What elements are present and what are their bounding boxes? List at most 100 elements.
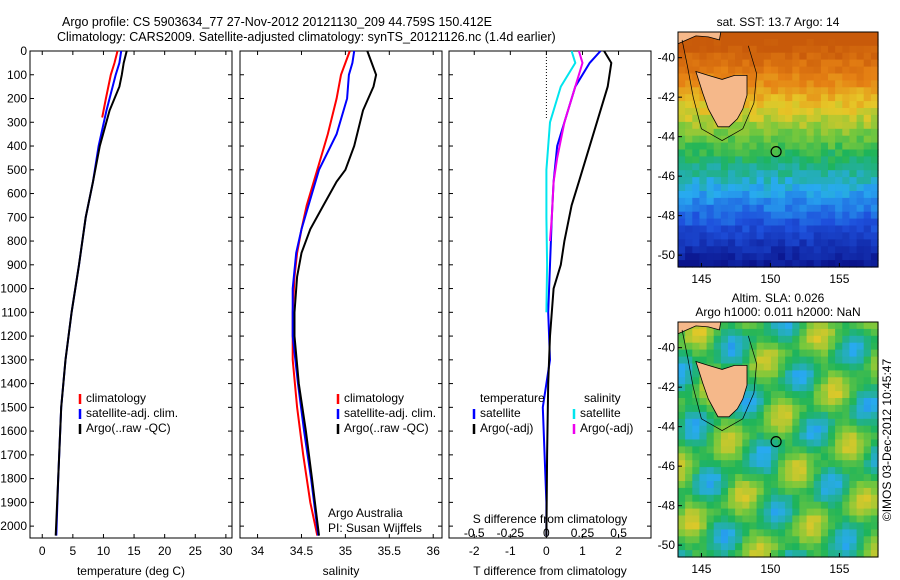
map-cell [728,481,736,489]
map-cell [842,474,850,482]
map-cell [720,163,729,171]
map-cell [770,211,779,220]
map-cell [870,432,879,441]
map-cell [778,481,786,489]
map-cell [763,80,772,88]
map-cell [792,135,800,144]
map-cell [828,494,836,503]
series-line-climatology [101,50,119,118]
map-cell [770,73,779,81]
map-cell [792,246,800,254]
map-cell [813,474,822,482]
map-cell [856,232,865,240]
map-cell [806,467,815,475]
map-cell [720,204,729,213]
map-cell [763,121,772,130]
map-cell [806,536,815,544]
map-cell [820,80,829,88]
map-cell [685,197,693,206]
map-cell [756,149,765,157]
map-cell [770,335,779,344]
map-cell [735,432,743,441]
map-cell [713,73,722,81]
map-cell [685,446,693,454]
map-cell [863,108,872,116]
map-cell [806,108,815,116]
map-cell [699,418,708,427]
map-cell [842,322,850,330]
map-cell [742,135,750,144]
map-cell [735,239,743,247]
map-cell [856,474,865,482]
map-cell [770,550,779,558]
map-cell [770,508,779,517]
map-cell [870,142,879,151]
map-cell [756,121,765,130]
map-cell [699,114,708,123]
map-cell [756,108,765,116]
map-sla [678,322,879,558]
map-cell [849,128,858,137]
map-cell [856,32,865,40]
map-cell [806,170,815,178]
map-cell [778,73,786,81]
map-cell [728,191,736,199]
map-cell [735,328,743,337]
map-cell [735,52,743,61]
map-cell [806,356,815,365]
map-cell [828,453,836,461]
series-line-satellite-adj-clim- [55,50,123,536]
map-cell [692,411,700,420]
map-cell [778,349,786,358]
map-cell [849,487,858,496]
map-cell [828,446,836,454]
map-cell [820,322,829,330]
map-cell [742,177,750,185]
map-cell [785,94,793,102]
map-cell [778,177,786,185]
map-cell [813,211,822,220]
map-cell [828,253,836,261]
map-cell [785,149,793,157]
map-cell [863,177,872,185]
map-cell [692,515,700,523]
map-cell [778,322,786,330]
map-cell [756,80,765,88]
map-cell [799,232,808,240]
map-cell [820,536,829,544]
map-cell [778,184,786,192]
map-cell [863,101,872,109]
map-cell [706,66,715,75]
x-tick-label: 35.5 [378,544,402,558]
map-cell [756,170,765,178]
map-cell [778,45,786,54]
map-cell [720,356,729,365]
map-cell [742,515,750,523]
map-cell [820,404,829,413]
map-cell [678,522,686,530]
x-axis-label: salinity [323,564,360,578]
map-cell [685,335,693,344]
map-cell [849,384,858,392]
map-cell [806,494,815,503]
map-cell [778,108,786,116]
map-cell [678,197,686,206]
map-cell [806,45,815,54]
map-cell [728,508,736,517]
map-cell [835,135,843,144]
map-cell [678,94,686,102]
map-cell [770,328,779,337]
map-cell [792,108,800,116]
map-cell [706,246,715,254]
map-cell [685,349,693,358]
map-cell [685,474,693,482]
map-cell [678,184,686,192]
map-cell [820,474,829,482]
x-tick-label: 2 [615,544,622,558]
map-cell [863,501,872,510]
map-cell [685,114,693,123]
map-cell [799,66,808,75]
map-cell [785,536,793,544]
map-cell [749,191,758,199]
map-cell [856,481,865,489]
